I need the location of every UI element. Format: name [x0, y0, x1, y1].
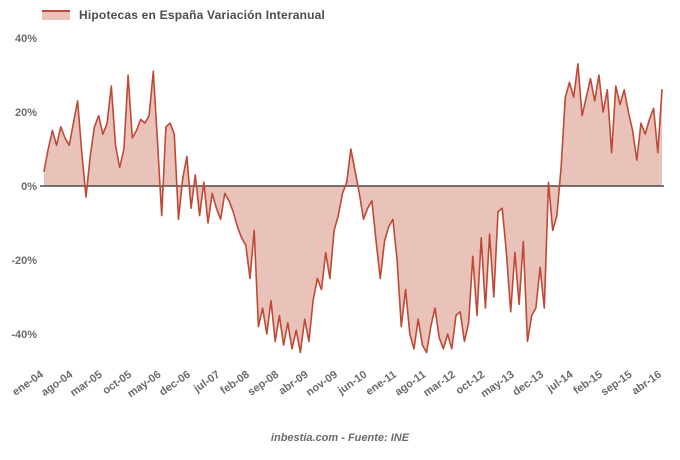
x-tick-label: abr-16: [630, 369, 664, 398]
x-tick-label: jul-07: [191, 369, 222, 396]
legend: Hipotecas en España Variación Interanual: [42, 8, 325, 22]
series-line: [43, 63, 663, 354]
chart-source: inbestia.com - Fuente: INE: [270, 432, 410, 444]
x-tick-label: jun-10: [335, 369, 369, 398]
y-tick-label: 0%: [21, 181, 37, 193]
x-tick-label: feb-08: [218, 369, 251, 397]
x-tick-label: ene-11: [364, 369, 399, 398]
x-tick-label: feb-15: [571, 369, 604, 397]
x-tick-label: dec-06: [157, 369, 192, 399]
x-tick-label: ene-04: [10, 368, 46, 398]
y-tick-label: -20%: [11, 255, 37, 267]
area-series-swatch: [42, 10, 70, 20]
x-tick-label: jul-14: [544, 368, 576, 395]
area-fill: [44, 63, 662, 353]
x-tick-label: sep-15: [599, 369, 634, 399]
x-tick-label: may-06: [125, 369, 163, 401]
y-tick-label: 20%: [15, 107, 37, 119]
x-tick-label: ago-04: [39, 368, 76, 399]
x-tick-label: nov-09: [304, 369, 340, 399]
x-tick-label: abr-09: [277, 369, 311, 398]
x-tick-label: may-13: [479, 369, 517, 401]
x-tick-label: mar-05: [68, 369, 104, 400]
x-tick-label: dec-13: [511, 369, 546, 399]
y-tick-label: 40%: [15, 33, 37, 45]
legend-label: Hipotecas en España Variación Interanual: [79, 8, 326, 22]
x-tick-label: mar-12: [421, 369, 457, 400]
x-tick-label: sep-08: [246, 369, 281, 399]
y-tick-label: -40%: [11, 329, 37, 341]
x-tick-label: ago-11: [393, 369, 428, 399]
